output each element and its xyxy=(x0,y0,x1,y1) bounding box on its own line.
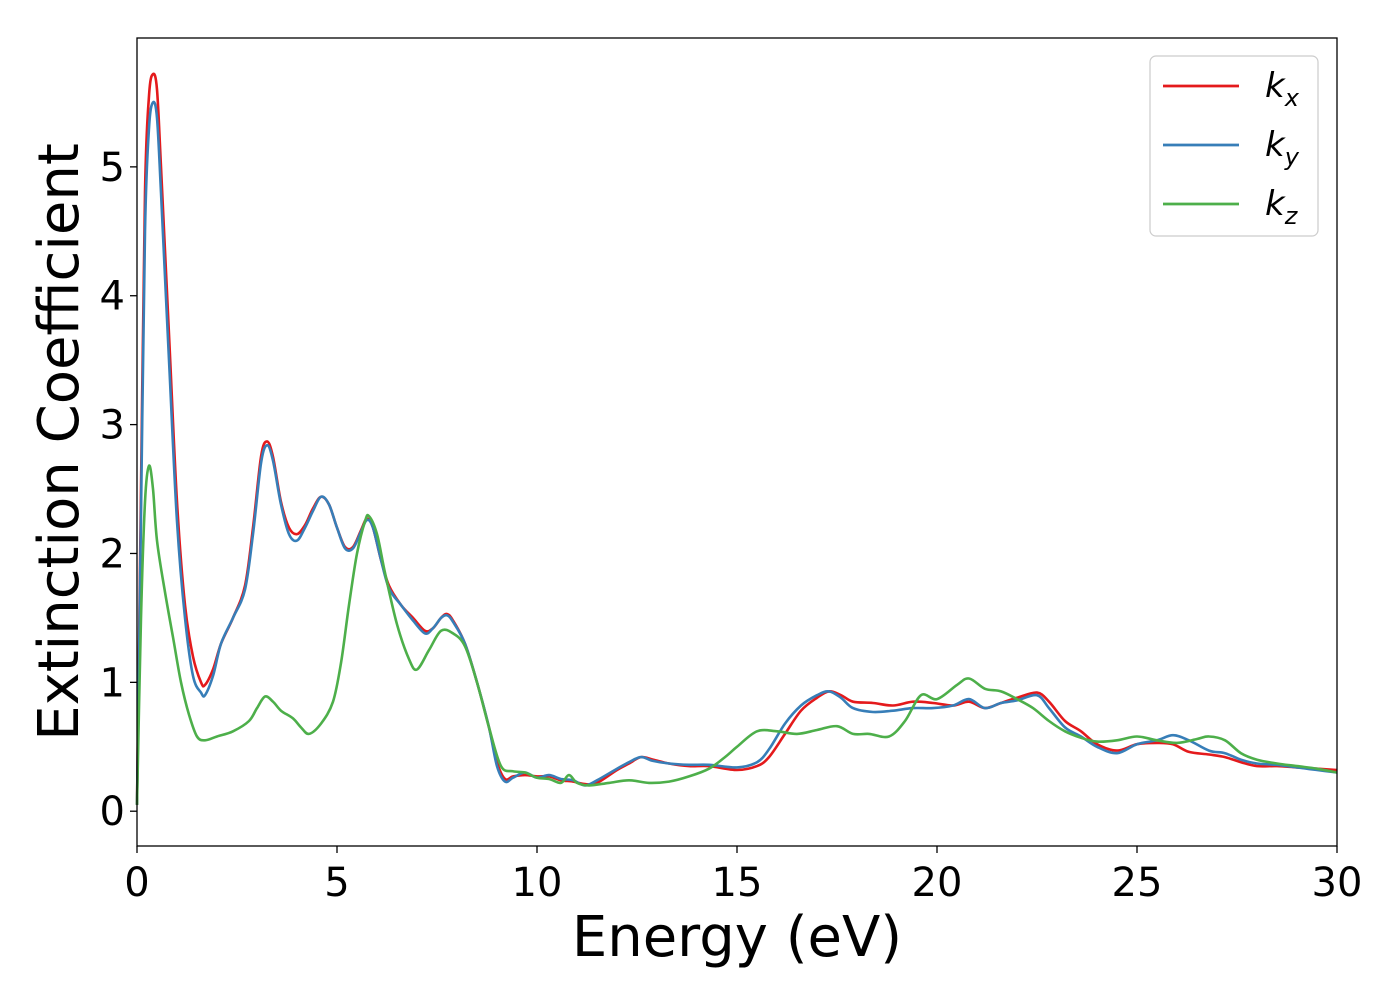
y-axis-ticks: 0 1 2 3 4 5 xyxy=(100,145,137,835)
y-tick-label: 5 xyxy=(100,145,125,191)
legend-label-kz: kz xyxy=(1265,184,1299,230)
series-line-ky xyxy=(135,100,1338,805)
x-axis-ticks: 0 5 10 15 20 25 30 xyxy=(124,846,1362,906)
x-tick-label: 25 xyxy=(1112,860,1163,906)
x-tick-label: 15 xyxy=(712,860,763,906)
y-tick-label: 2 xyxy=(100,531,125,577)
plot-background xyxy=(137,38,1337,846)
y-tick-label: 4 xyxy=(100,274,125,320)
x-tick-label: 5 xyxy=(324,860,349,906)
legend-label-kx: kx xyxy=(1265,66,1300,112)
x-tick-label: 30 xyxy=(1312,860,1363,906)
legend: kx ky kz xyxy=(1149,55,1319,237)
x-axis-label: Energy (eV) xyxy=(572,905,902,970)
x-tick-label: 0 xyxy=(124,860,149,906)
y-tick-label: 1 xyxy=(100,660,125,706)
series-line-kz xyxy=(135,464,1338,805)
series-lines xyxy=(135,72,1338,805)
y-tick-label: 0 xyxy=(100,789,125,835)
y-tick-label: 3 xyxy=(100,403,125,449)
x-tick-label: 10 xyxy=(512,860,563,906)
legend-label-ky: ky xyxy=(1265,125,1300,171)
x-tick-label: 20 xyxy=(912,860,963,906)
y-axis-label: Extinction Coefficient xyxy=(27,143,92,741)
